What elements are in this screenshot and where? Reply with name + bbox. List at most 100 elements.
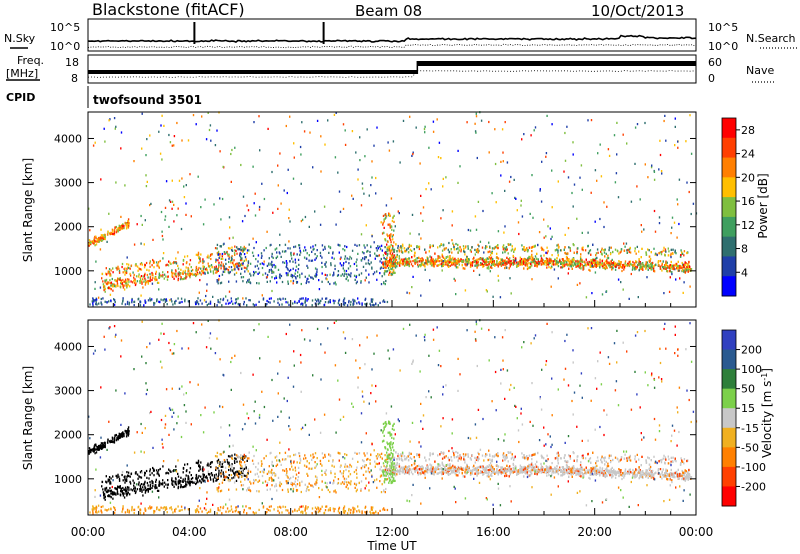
data-point [295,277,297,280]
data-point [162,299,164,302]
data-point [195,265,198,269]
data-point [243,266,246,269]
data-point [585,258,587,261]
data-point [364,279,366,282]
data-point [197,273,199,276]
data-point [628,260,630,264]
data-point [216,478,218,481]
data-point [357,178,359,181]
data-point [344,257,346,260]
data-point [487,250,489,254]
data-point [104,287,106,290]
data-point [145,261,148,265]
data-point [210,257,212,261]
data-point [119,486,121,489]
data-point [447,265,450,268]
data-point [157,263,159,266]
data-point [235,301,237,304]
data-point [522,260,525,263]
data-point [199,279,201,282]
data-point [332,252,334,255]
data-point [127,434,130,437]
data-point [208,256,210,259]
data-point [276,251,278,254]
data-point [266,230,268,233]
data-point [210,264,213,267]
data-point [407,261,409,264]
data-point [307,277,309,280]
data-point [234,146,236,149]
data-point [381,275,383,278]
data-point [112,493,115,496]
data-point [222,264,224,268]
data-point [594,220,596,223]
data-point [322,248,324,251]
data-point [199,260,201,263]
data-point [675,278,677,281]
data-point [370,261,372,264]
data-point [623,268,625,271]
data-point [222,298,224,302]
data-point [666,261,668,264]
data-point [489,260,491,263]
data-point [401,243,404,246]
data-point [120,279,122,282]
data-point [152,260,155,263]
data-point [455,261,457,264]
data-point [637,296,639,299]
data-point [394,262,396,265]
data-point [564,159,567,162]
data-point [465,258,467,261]
data-point [243,467,245,470]
data-point [305,281,307,285]
data-point [123,496,126,499]
data-point [254,214,257,217]
data-point [375,254,377,257]
data-point [663,266,665,269]
data-point [271,255,273,258]
data-point [669,264,671,267]
data-point [151,298,153,301]
data-point [603,267,606,270]
data-point [438,260,440,263]
data-point [419,264,421,267]
data-point [142,483,144,486]
data-point [115,231,118,234]
data-point [284,297,287,301]
data-point [615,265,617,268]
data-point [124,221,126,224]
data-point [536,263,538,266]
data-point [223,478,226,481]
data-point [277,184,279,187]
data-point [109,441,111,444]
data-point [587,252,590,255]
data-point [115,474,117,477]
data-point [149,204,151,207]
data-point [449,264,452,267]
data-point [133,273,135,276]
data-point [187,266,189,270]
data-point [393,248,396,251]
freq-band-high [417,61,696,66]
data-point [653,178,656,181]
data-point [144,491,147,494]
colorbar-swatch [722,236,736,257]
data-point [532,216,534,219]
data-point [182,466,185,470]
data-point [103,442,105,445]
data-point [229,270,231,274]
data-point [258,271,261,274]
data-point [223,265,226,268]
data-point [109,287,111,290]
data-point [170,298,172,301]
data-point [95,236,97,239]
data-point [156,278,158,281]
data-point [120,131,123,134]
data-point [134,264,137,267]
data-point [531,257,534,260]
data-point [175,299,177,302]
data-point [402,259,404,263]
data-point [89,451,92,454]
data-point [281,250,284,253]
data-point [102,280,104,283]
